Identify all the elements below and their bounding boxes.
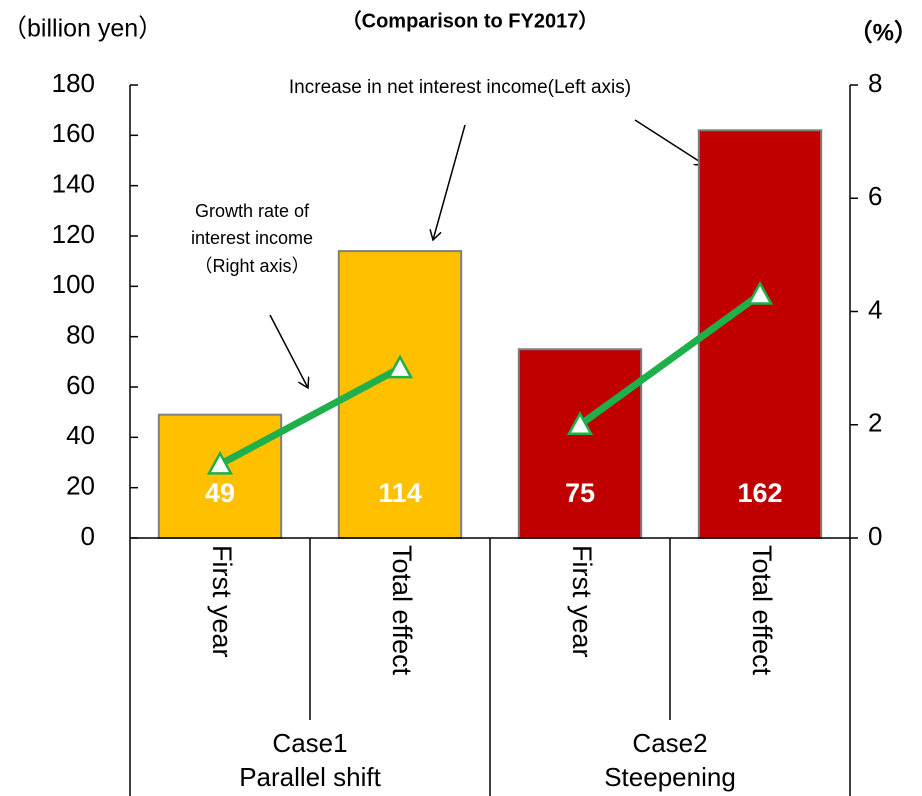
- x-tick-label: Total effect: [747, 545, 777, 676]
- rate-marker: [566, 411, 594, 435]
- bar: [337, 250, 463, 539]
- group-label: Case1: [272, 728, 347, 758]
- x-tick-label: Total effect: [387, 545, 417, 676]
- arrow: [269, 314, 308, 388]
- arrow: [634, 119, 705, 165]
- group-label: Steepening: [604, 762, 736, 792]
- bar: [157, 413, 283, 539]
- subtitle: （Comparison to FY2017）: [342, 9, 599, 32]
- y2-tick-label: 2: [868, 408, 882, 438]
- group-label: Parallel shift: [239, 762, 381, 792]
- value-label: 75: [565, 478, 595, 508]
- annotation: （Right axis）: [194, 256, 309, 276]
- y-tick-label: 140: [52, 169, 95, 199]
- arrow: [433, 124, 466, 240]
- annotation: Increase in net interest income(Left axi…: [289, 77, 631, 98]
- y-tick-label: 40: [66, 420, 95, 450]
- group-label: Case2: [632, 728, 707, 758]
- rate-line: [218, 365, 402, 468]
- x-tick-label: First year: [567, 545, 597, 658]
- rate-marker: [746, 280, 774, 305]
- y2-tick-label: 8: [868, 68, 882, 98]
- y-tick-label: 160: [52, 118, 95, 148]
- y-tick-label: 60: [66, 370, 95, 400]
- value-label: 49: [205, 478, 235, 508]
- annotation: interest income: [191, 228, 313, 248]
- rate-line: [577, 291, 763, 428]
- rate-marker: [206, 450, 234, 475]
- value-label: 114: [378, 478, 422, 508]
- bar: [697, 129, 823, 540]
- y-tick-label: 100: [52, 269, 95, 299]
- rate-marker: [386, 354, 414, 379]
- annotation: Growth rate of: [195, 201, 310, 221]
- y-tick-label: 0: [81, 521, 95, 551]
- y-tick-label: 20: [66, 471, 95, 501]
- y-tick-label: 180: [52, 68, 95, 98]
- y2-tick-label: 0: [868, 521, 882, 551]
- y2-tick-label: 4: [868, 294, 882, 324]
- y-tick-label: 80: [66, 320, 95, 350]
- y-axis-label: （billion yen）: [2, 15, 163, 43]
- bar: [517, 348, 643, 539]
- y2-axis-label: （%）: [849, 19, 918, 46]
- x-tick-label: First year: [207, 545, 237, 658]
- y-tick-label: 120: [52, 219, 95, 249]
- value-label: 162: [737, 478, 782, 508]
- y2-tick-label: 6: [868, 181, 882, 211]
